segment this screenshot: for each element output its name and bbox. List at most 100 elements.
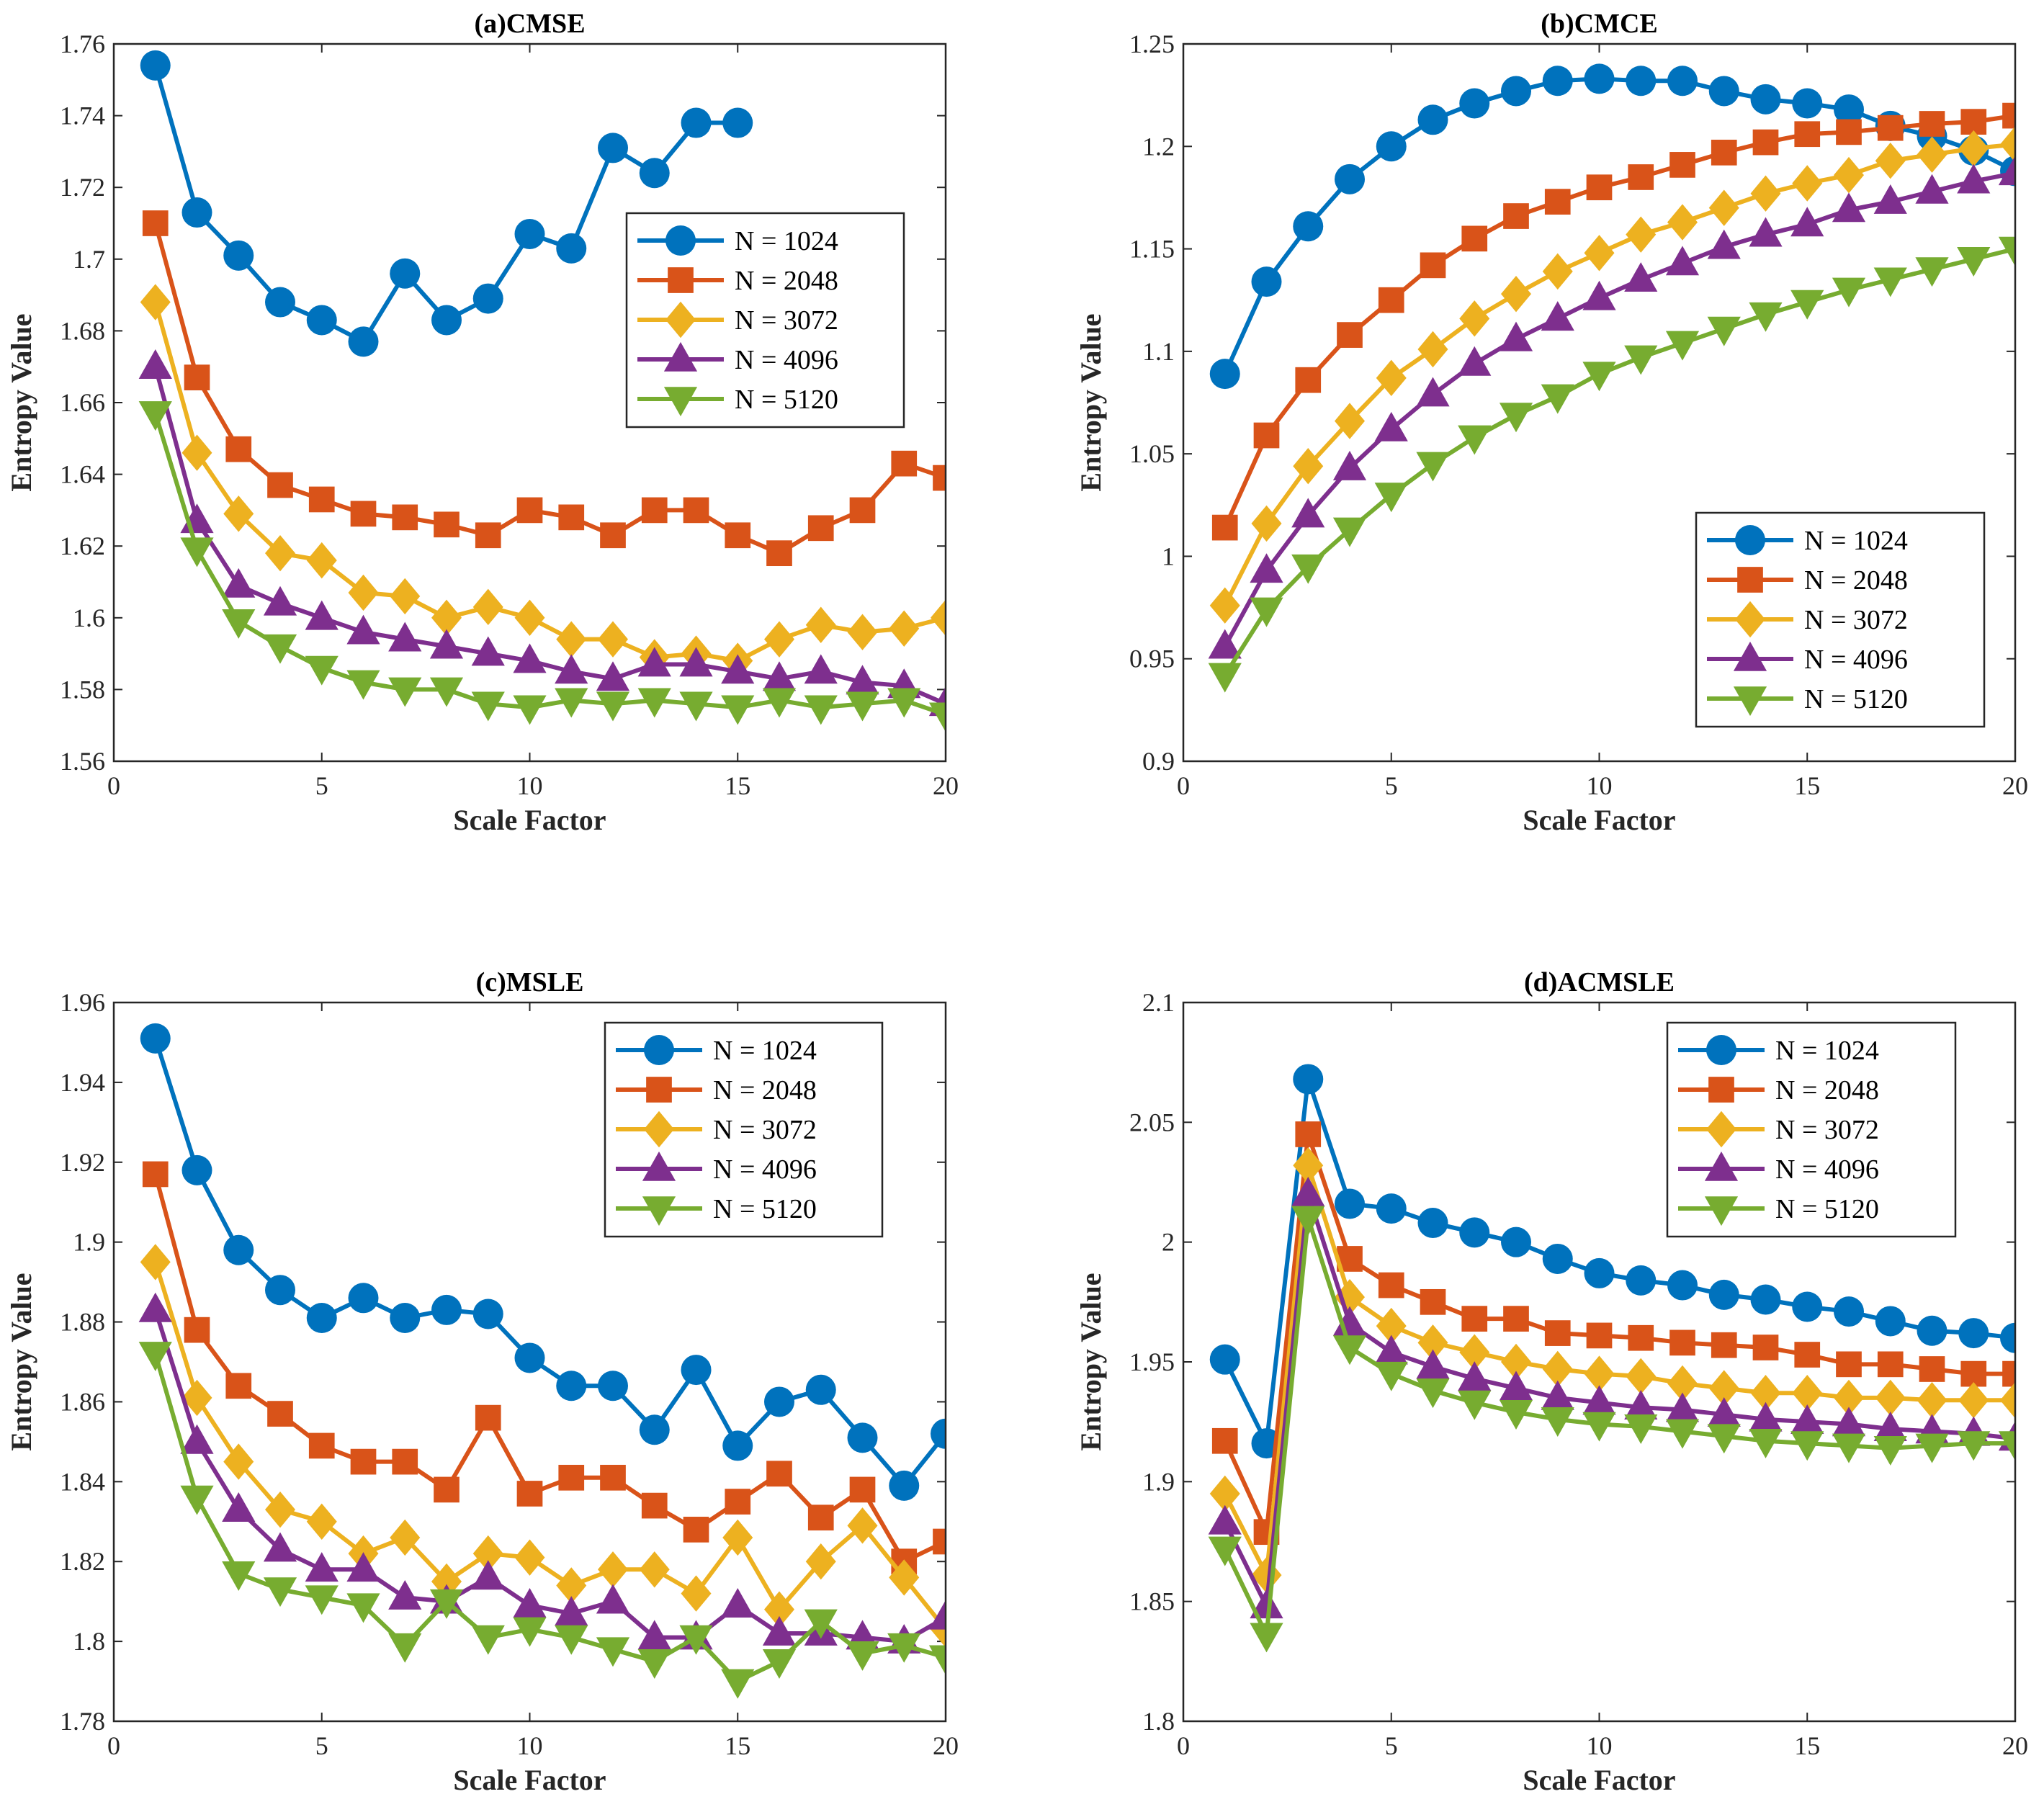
data-point	[1711, 1332, 1737, 1358]
data-point	[1208, 1504, 1242, 1535]
x-tick-label: 10	[1587, 771, 1613, 800]
data-point	[766, 1461, 792, 1487]
data-point	[1376, 1307, 1407, 1345]
data-point	[1211, 514, 1238, 541]
data-point	[1832, 277, 1866, 308]
legend-entry: N = 5120	[1775, 1194, 1879, 1224]
data-point	[475, 522, 501, 549]
data-point	[138, 1342, 172, 1372]
data-point	[847, 614, 878, 650]
data-point	[804, 654, 838, 684]
data-point	[1917, 1315, 1947, 1346]
y-axis-label: Entropy Value	[1075, 1273, 1107, 1450]
data-point	[180, 1485, 214, 1515]
data-point	[265, 1275, 295, 1306]
data-point	[1626, 66, 1657, 97]
data-point	[1499, 1400, 1533, 1430]
data-point	[350, 1448, 377, 1475]
x-tick-label: 15	[725, 771, 750, 800]
data-point	[1332, 517, 1367, 547]
data-point	[1499, 321, 1533, 351]
data-point	[641, 1492, 668, 1519]
data-point	[1794, 121, 1821, 148]
data-point	[555, 1596, 588, 1626]
legend-entry: N = 2048	[713, 1075, 817, 1105]
data-point	[1665, 1419, 1700, 1449]
data-point	[514, 1342, 545, 1373]
data-point	[807, 515, 834, 542]
data-point	[1628, 164, 1654, 190]
y-tick-label: 1.9	[73, 1228, 105, 1257]
data-point	[1919, 1356, 1945, 1382]
data-point	[1873, 184, 1907, 214]
x-tick-label: 5	[1385, 1731, 1398, 1760]
data-point	[513, 1588, 547, 1618]
data-point	[556, 621, 587, 658]
y-tick-label: 1.78	[60, 1707, 105, 1736]
y-axis-label: Entropy Value	[5, 1273, 37, 1450]
y-axis-label: Entropy Value	[1075, 313, 1107, 491]
data-point	[889, 1559, 920, 1596]
x-tick-label: 20	[2002, 1731, 2028, 1760]
x-tick-label: 0	[1177, 771, 1190, 800]
data-point	[722, 1430, 753, 1461]
y-tick-label: 1.58	[60, 675, 105, 704]
y-tick-label: 1.96	[60, 988, 105, 1017]
data-point	[1624, 1414, 1658, 1444]
data-point	[1917, 136, 1947, 173]
data-point	[1792, 1375, 1823, 1412]
data-point	[1501, 1226, 1531, 1257]
data-point	[1626, 1265, 1657, 1296]
data-point	[1624, 345, 1658, 375]
data-point	[434, 1476, 460, 1503]
data-point	[889, 1470, 920, 1501]
data-point	[267, 1401, 293, 1427]
data-point	[846, 1641, 879, 1671]
data-point	[472, 588, 503, 626]
x-tick-label: 20	[2002, 771, 2028, 800]
legend: N = 1024 N = 2048 N = 3072 N = 4096 N = 5120	[1695, 511, 1986, 728]
data-point	[390, 578, 421, 615]
axes-frame	[1182, 1001, 2017, 1723]
legend-marker	[1708, 1077, 1734, 1103]
data-point	[1836, 1351, 1862, 1378]
data-point	[1541, 301, 1574, 331]
data-point	[596, 1637, 630, 1667]
y-tick-label: 1.1	[1142, 337, 1175, 366]
data-point	[308, 1432, 335, 1459]
data-point	[472, 1299, 503, 1329]
data-point	[138, 1292, 172, 1322]
data-point	[1665, 1392, 1700, 1422]
legend-marker	[1704, 1151, 1739, 1181]
data-point	[222, 1492, 256, 1522]
data-point	[1501, 76, 1531, 107]
data-point	[471, 1560, 505, 1590]
y-tick-label: 1.62	[60, 532, 105, 560]
data-point	[555, 654, 588, 684]
data-point	[429, 1589, 464, 1619]
data-point	[1542, 1243, 1573, 1274]
legend-marker	[665, 225, 696, 256]
data-point	[263, 586, 297, 616]
data-point	[388, 1579, 422, 1610]
data-point	[1208, 1536, 1242, 1566]
data-point	[1873, 1411, 1907, 1441]
data-point	[1586, 1322, 1613, 1349]
data-point	[263, 634, 297, 664]
legend-marker	[644, 1035, 674, 1065]
data-point	[140, 284, 171, 320]
data-point	[1209, 1344, 1240, 1375]
data-point	[637, 647, 671, 677]
data-point	[1544, 1320, 1571, 1346]
data-point	[1750, 175, 1781, 212]
data-point	[388, 1633, 422, 1663]
data-point	[1873, 267, 1907, 297]
data-point	[556, 233, 587, 264]
data-point	[1998, 156, 2015, 186]
data-point	[1834, 1379, 1864, 1417]
data-point	[390, 1519, 421, 1556]
y-tick-label: 1.25	[1129, 30, 1175, 58]
chart-panel-1: 0 5 10 15 20 1.56 1.58 1.6 1.62 1.64 1.66 1.68 1.7 1.…	[5, 9, 959, 836]
x-tick-label: 10	[517, 1731, 543, 1760]
data-point	[596, 661, 630, 691]
